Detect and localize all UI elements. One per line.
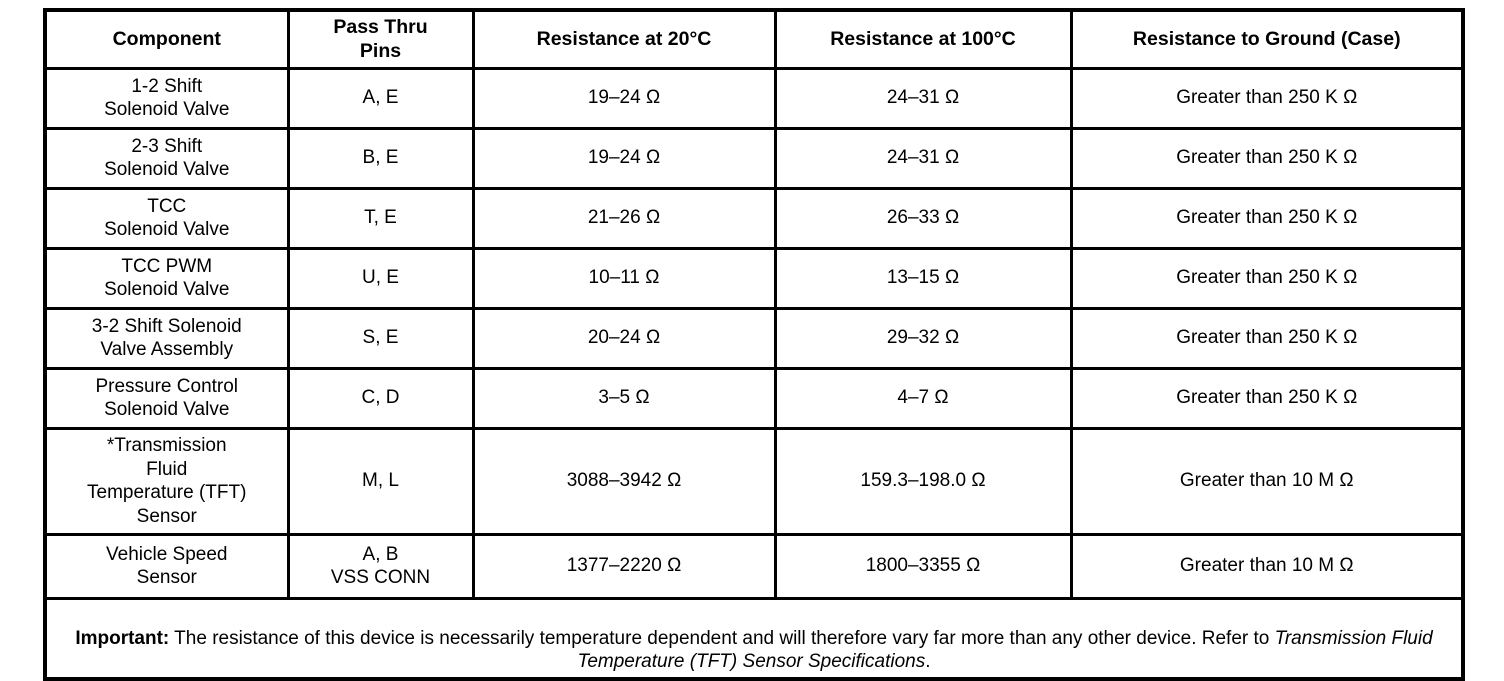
cell-pins: T, E [286, 186, 475, 250]
cell-resistance-20c: 19–24 Ω [471, 126, 777, 190]
cell-resistance-100c: 13–15 Ω [773, 246, 1073, 310]
cell-resistance-100c: 29–32 Ω [773, 306, 1073, 370]
cell-resistance-20c: 20–24 Ω [471, 306, 777, 370]
cell-resistance-ground: Greater than 250 K Ω [1069, 186, 1465, 250]
footnote-row: Important: The resistance of this device… [43, 596, 1465, 681]
resistance-spec-table: Component Pass Thru Pins Resistance at 2… [43, 8, 1465, 681]
table-row: Pressure Control Solenoid Valve C, D 3–5… [43, 366, 1465, 430]
cell-resistance-20c: 3–5 Ω [471, 366, 777, 430]
cell-resistance-ground: Greater than 250 K Ω [1069, 366, 1465, 430]
cell-resistance-100c: 4–7 Ω [773, 366, 1073, 430]
cell-resistance-ground: Greater than 10 M Ω [1069, 426, 1465, 536]
cell-pins: S, E [286, 306, 475, 370]
cell-resistance-20c: 1377–2220 Ω [471, 532, 777, 600]
footnote-text: The resistance of this device is necessa… [169, 627, 1275, 649]
cell-pins: A, E [286, 66, 475, 130]
cell-resistance-ground: Greater than 250 K Ω [1069, 66, 1465, 130]
table-row: *Transmission Fluid Temperature (TFT) Se… [43, 426, 1465, 536]
table-row: Vehicle Speed Sensor A, B VSS CONN 1377–… [43, 532, 1465, 600]
cell-pins: A, B VSS CONN [286, 532, 475, 600]
col-header-pass-thru-pins: Pass Thru Pins [286, 8, 475, 70]
cell-resistance-20c: 21–26 Ω [471, 186, 777, 250]
cell-pins: U, E [286, 246, 475, 310]
footnote-italic-reference: Transmission Fluid Temperature (TFT) Sen… [577, 627, 1433, 673]
cell-resistance-ground: Greater than 250 K Ω [1069, 246, 1465, 310]
footnote-period: . [925, 651, 931, 673]
cell-resistance-20c: 19–24 Ω [471, 66, 777, 130]
cell-pins: B, E [286, 126, 475, 190]
cell-pins: M, L [286, 426, 475, 536]
cell-resistance-ground: Greater than 250 K Ω [1069, 306, 1465, 370]
table-row: 2-3 Shift Solenoid Valve B, E 19–24 Ω 24… [43, 126, 1465, 190]
col-header-resistance-ground: Resistance to Ground (Case) [1069, 8, 1465, 70]
cell-resistance-ground: Greater than 10 M Ω [1069, 532, 1465, 600]
footnote-cell: Important: The resistance of this device… [43, 596, 1465, 681]
cell-resistance-20c: 10–11 Ω [471, 246, 777, 310]
cell-resistance-ground: Greater than 250 K Ω [1069, 126, 1465, 190]
col-header-resistance-20c: Resistance at 20°C [471, 8, 777, 70]
cell-component: Pressure Control Solenoid Valve [43, 366, 290, 430]
table-row: TCC Solenoid Valve T, E 21–26 Ω 26–33 Ω … [43, 186, 1465, 250]
cell-resistance-100c: 26–33 Ω [773, 186, 1073, 250]
cell-component: 1-2 Shift Solenoid Valve [43, 66, 290, 130]
table-row: 3-2 Shift Solenoid Valve Assembly S, E 2… [43, 306, 1465, 370]
table-row: 1-2 Shift Solenoid Valve A, E 19–24 Ω 24… [43, 66, 1465, 130]
cell-resistance-20c: 3088–3942 Ω [471, 426, 777, 536]
header-row: Component Pass Thru Pins Resistance at 2… [43, 8, 1465, 70]
footnote-important-label: Important: [75, 627, 170, 649]
cell-resistance-100c: 24–31 Ω [773, 66, 1073, 130]
cell-pins: C, D [286, 366, 475, 430]
cell-component: TCC Solenoid Valve [43, 186, 290, 250]
cell-component: 2-3 Shift Solenoid Valve [43, 126, 290, 190]
cell-resistance-100c: 159.3–198.0 Ω [773, 426, 1073, 536]
cell-component: TCC PWM Solenoid Valve [43, 246, 290, 310]
cell-resistance-100c: 1800–3355 Ω [773, 532, 1073, 600]
col-header-resistance-100c: Resistance at 100°C [773, 8, 1073, 70]
table-row: TCC PWM Solenoid Valve U, E 10–11 Ω 13–1… [43, 246, 1465, 310]
cell-resistance-100c: 24–31 Ω [773, 126, 1073, 190]
cell-component: 3-2 Shift Solenoid Valve Assembly [43, 306, 290, 370]
col-header-component: Component [43, 8, 290, 70]
cell-component: *Transmission Fluid Temperature (TFT) Se… [43, 426, 290, 536]
cell-component: Vehicle Speed Sensor [43, 532, 290, 600]
